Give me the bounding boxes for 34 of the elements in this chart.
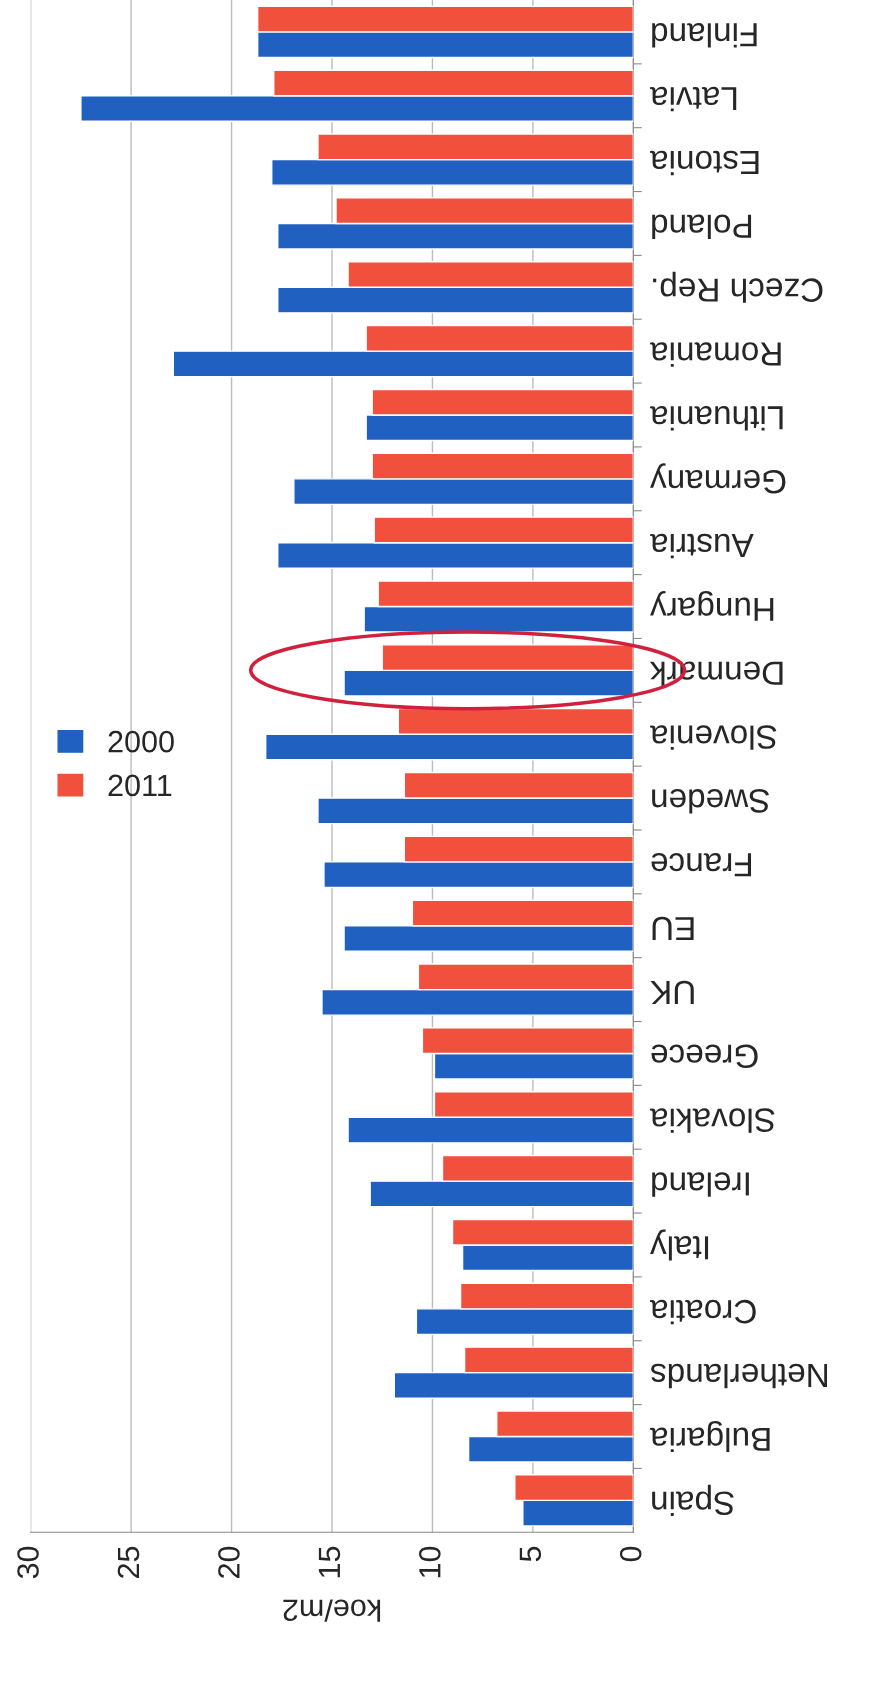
- y-tick-label: Finland: [652, 22, 757, 48]
- y-tick-label: Austria: [650, 533, 754, 559]
- legend-label: 2000: [108, 730, 174, 753]
- x-tick-label: 30: [17, 1546, 39, 1579]
- y-tick-label: EU: [652, 916, 694, 941]
- y-tick-label: Romania: [650, 342, 781, 367]
- y-tick-label: Slovakia: [650, 1108, 775, 1133]
- y-tick-label: Lithuania: [650, 406, 783, 431]
- y-tick-label: Hungary: [650, 590, 774, 621]
- y-tick-label: Denmark: [649, 661, 783, 686]
- y-tick-label: Ireland: [652, 1172, 749, 1197]
- x-tick-label: 0: [619, 1546, 642, 1562]
- y-tick-label: Bulgaria: [650, 1420, 770, 1453]
- x-tick-label: 10: [419, 1546, 441, 1578]
- y-tick-label: Greece: [651, 1044, 758, 1069]
- legend-label: 2011: [108, 774, 172, 797]
- x-tick-label: 5: [519, 1546, 542, 1562]
- y-tick-label: Estonia: [650, 150, 759, 176]
- y-tick-label: Latvia: [650, 86, 737, 112]
- y-tick-label: Poland: [652, 214, 752, 239]
- y-tick-label: Spain: [652, 1484, 734, 1516]
- y-tick-label: Czech Rep.: [653, 271, 823, 303]
- y-tick-label: Croatia: [650, 1299, 756, 1325]
- y-tick-label: Sweden: [652, 789, 769, 814]
- y-tick-label: Italy: [650, 1229, 709, 1261]
- y-tick-label: UK: [650, 980, 694, 1004]
- y-tick-label: Netherlands: [651, 1363, 827, 1389]
- x-axis-title: koe/m2: [283, 1599, 381, 1622]
- y-tick-label: Germany: [650, 463, 786, 494]
- x-tick-label: 15: [318, 1546, 341, 1578]
- y-tick-label: France: [651, 852, 752, 877]
- x-tick-label: 25: [117, 1546, 140, 1578]
- x-tick-label: 20: [218, 1546, 240, 1578]
- y-tick-label: Slovenia: [650, 725, 777, 750]
